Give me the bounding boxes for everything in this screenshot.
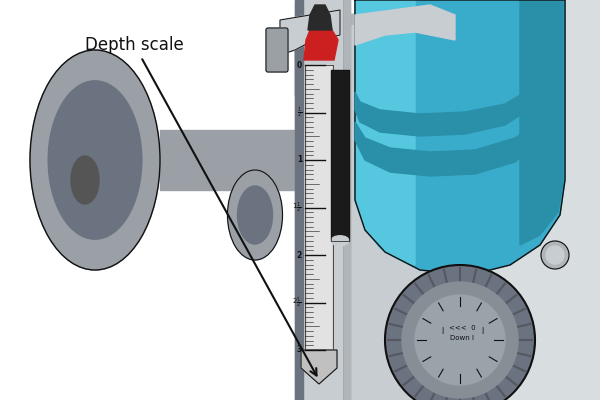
FancyBboxPatch shape — [266, 28, 288, 72]
Text: $\frac{1}{2}$: $\frac{1}{2}$ — [297, 106, 302, 120]
Bar — [295, 0, 350, 400]
Text: I: I — [441, 328, 443, 336]
Polygon shape — [480, 0, 600, 400]
Polygon shape — [355, 5, 455, 45]
Text: Depth scale: Depth scale — [85, 36, 317, 376]
Text: 0: 0 — [297, 60, 302, 70]
Bar — [307, 65, 331, 350]
Polygon shape — [295, 20, 510, 115]
Circle shape — [541, 241, 569, 269]
Polygon shape — [330, 0, 600, 400]
Bar — [303, 0, 342, 400]
Ellipse shape — [30, 50, 160, 270]
Ellipse shape — [48, 81, 142, 239]
Circle shape — [402, 282, 518, 398]
Polygon shape — [308, 5, 332, 30]
Text: I: I — [481, 328, 483, 336]
Ellipse shape — [331, 236, 349, 246]
Ellipse shape — [227, 170, 283, 260]
Text: $1\frac{1}{2}$: $1\frac{1}{2}$ — [292, 200, 302, 214]
Ellipse shape — [71, 156, 99, 204]
Bar — [295, 0, 303, 400]
Polygon shape — [301, 350, 337, 384]
Bar — [344, 0, 350, 400]
Text: <<<  0: <<< 0 — [449, 325, 475, 331]
Circle shape — [385, 265, 535, 400]
Text: $2\frac{1}{2}$: $2\frac{1}{2}$ — [292, 296, 302, 310]
Polygon shape — [160, 130, 300, 190]
Bar — [331, 70, 349, 241]
Polygon shape — [304, 25, 338, 60]
Text: Down I: Down I — [450, 335, 474, 341]
Text: 1: 1 — [297, 156, 302, 164]
Polygon shape — [355, 122, 535, 176]
Polygon shape — [355, 0, 415, 265]
Polygon shape — [280, 10, 340, 55]
Polygon shape — [520, 0, 563, 245]
Text: 3: 3 — [297, 346, 302, 354]
Circle shape — [415, 295, 505, 385]
Bar — [305, 65, 333, 350]
Polygon shape — [295, 10, 510, 60]
Bar — [331, 70, 349, 241]
Text: 2: 2 — [297, 250, 302, 260]
Bar — [305, 65, 333, 350]
Circle shape — [546, 246, 564, 264]
Polygon shape — [355, 92, 525, 136]
Polygon shape — [355, 0, 565, 275]
Ellipse shape — [238, 186, 272, 244]
